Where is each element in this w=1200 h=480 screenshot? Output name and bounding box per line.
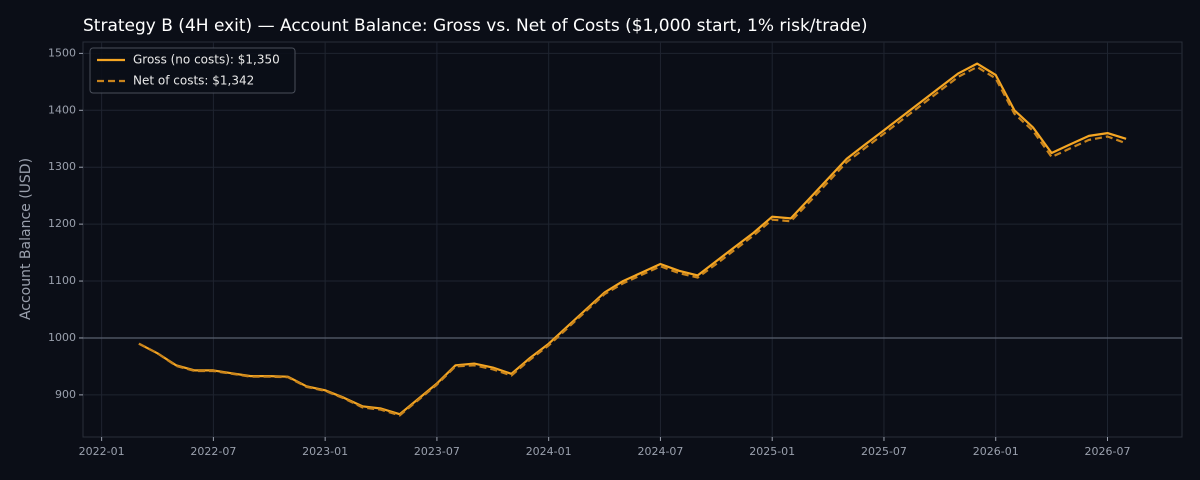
legend-label: Net of costs: $1,342 <box>133 74 254 88</box>
legend-label: Gross (no costs): $1,350 <box>133 53 280 67</box>
x-tick-label: 2025-01 <box>749 445 795 458</box>
x-tick-label: 2024-01 <box>526 445 572 458</box>
x-tick-label: 2022-01 <box>79 445 125 458</box>
legend-box <box>89 47 296 94</box>
x-tick-label: 2026-01 <box>973 445 1019 458</box>
x-tick-label: 2025-07 <box>861 445 907 458</box>
y-tick-label: 1300 <box>48 160 76 173</box>
y-axis-label: Account Balance (USD) <box>18 158 34 320</box>
x-tick-label: 2026-07 <box>1085 445 1131 458</box>
y-tick-label: 1500 <box>48 46 76 59</box>
series-line <box>138 62 1127 416</box>
y-tick-label: 1200 <box>48 217 76 230</box>
x-tick-label: 2022-07 <box>190 445 236 458</box>
plot-area <box>82 41 1183 438</box>
series-line <box>138 65 1127 417</box>
y-tick-label: 1400 <box>48 103 76 116</box>
y-tick-label: 1000 <box>48 331 76 344</box>
y-tick-label: 900 <box>55 388 76 401</box>
x-tick-label: 2024-07 <box>637 445 683 458</box>
y-tick-label: 1100 <box>48 274 76 287</box>
legend: Gross (no costs): $1,350 Net of costs: $1… <box>89 47 296 94</box>
chart-title: Strategy B (4H exit) — Account Balance: … <box>83 16 867 36</box>
x-tick-label: 2023-07 <box>414 445 460 458</box>
x-tick-label: 2023-01 <box>302 445 348 458</box>
